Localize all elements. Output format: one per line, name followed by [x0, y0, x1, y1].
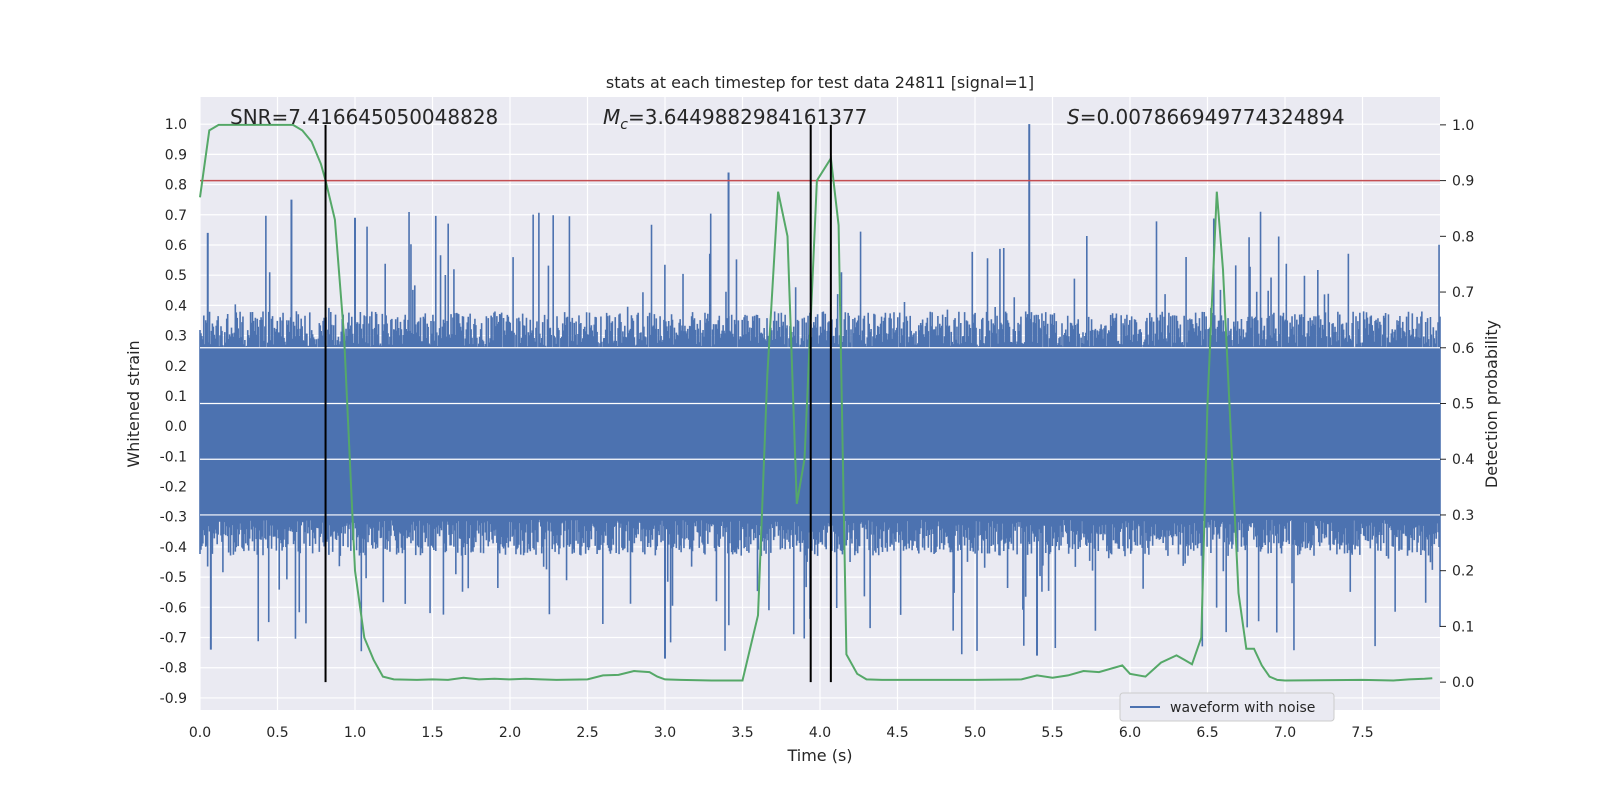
- mc-symbol: M: [603, 105, 620, 129]
- y-right-tick-label: 0.0: [1452, 675, 1474, 691]
- x-axis-label: Time (s): [786, 746, 852, 765]
- x-tick-label: 0.0: [189, 725, 211, 741]
- mc-value: =3.6449882984161377: [628, 105, 867, 129]
- y-tick-label: -0.6: [160, 600, 187, 616]
- chart-title: stats at each timestep for test data 248…: [606, 73, 1034, 92]
- x-tick-label: 1.0: [344, 725, 366, 741]
- y-tick-label: 0.8: [165, 178, 187, 194]
- x-tick-label: 6.5: [1196, 725, 1218, 741]
- legend-box: [1119, 692, 1335, 722]
- mc-subscript: c: [620, 117, 628, 133]
- probability-line: [199, 123, 1433, 682]
- y-right-tick-label: 0.8: [1452, 229, 1474, 245]
- x-tick-label: 7.5: [1351, 725, 1373, 741]
- y-tick-label: 0.1: [165, 389, 187, 405]
- x-tick-label: 2.5: [576, 725, 598, 741]
- x-tick-label: 3.0: [654, 725, 676, 741]
- x-tick-label: 1.5: [421, 725, 443, 741]
- y-tick-label: 0.2: [165, 359, 187, 375]
- y-tick-label: -0.3: [160, 510, 187, 526]
- x-tick-label: 6.0: [1119, 725, 1141, 741]
- y-tick-label: 0.6: [165, 238, 187, 254]
- s-annotation: S=0.007866949774324894: [1067, 105, 1345, 129]
- y-right-ticks: 1.0 0.9 0.8 0.7 0.6 0.5 0.4 0.3 0.2 0.1 0.0: [1440, 118, 1474, 691]
- s-symbol: S: [1067, 105, 1080, 129]
- y-tick-label: -0.7: [160, 631, 187, 647]
- y-right-tick-label: 1.0: [1452, 118, 1474, 134]
- y-tick-label: -0.4: [160, 540, 187, 556]
- y-right-tick-label: 0.5: [1452, 397, 1474, 413]
- x-tick-label: 4.0: [809, 725, 831, 741]
- y-tick-label: 0.7: [165, 208, 187, 224]
- probability-series: [199, 123, 1433, 682]
- y-right-tick-label: 0.1: [1452, 619, 1474, 635]
- x-ticks: 0.0 0.5 1.0 1.5 2.0 2.5 3.0 3.5 4.0 4.5 5.0 5.5 6.0 6…: [189, 725, 1374, 741]
- y-tick-label: 0.3: [165, 329, 187, 345]
- x-tick-label: 4.5: [886, 725, 908, 741]
- x-tick-label: 0.5: [266, 725, 288, 741]
- y-right-tick-label: 0.2: [1452, 564, 1474, 580]
- s-value: =0.007866949774324894: [1080, 105, 1345, 129]
- y-right-axis-label: Detection probability: [1482, 320, 1501, 488]
- y-right-tick-label: 0.6: [1452, 341, 1474, 357]
- legend-label: waveform with noise: [1170, 700, 1315, 716]
- y-tick-label: 0.9: [165, 147, 187, 163]
- y-tick-label: -0.5: [160, 570, 187, 586]
- y-tick-label: -0.1: [160, 449, 187, 465]
- y-tick-label: 1.0: [165, 117, 187, 133]
- x-tick-label: 7.0: [1274, 725, 1296, 741]
- y-right-tick-label: 0.4: [1452, 452, 1474, 468]
- legend: waveform with noise: [1119, 692, 1335, 722]
- x-tick-label: 5.5: [1041, 725, 1063, 741]
- y-tick-label: 0.5: [165, 268, 187, 284]
- x-tick-label: 5.0: [964, 725, 986, 741]
- vertical-lines: [324, 124, 832, 683]
- y-right-tick-label: 0.7: [1452, 285, 1474, 301]
- y-right-tick-label: 0.3: [1452, 508, 1474, 524]
- x-tick-label: 2.0: [499, 725, 521, 741]
- y-ticks: 1.0 0.9 0.8 0.7 0.6 0.5 0.4 0.3 0.2 0.1 0.0 -0.1 -0.…: [160, 117, 187, 707]
- y-tick-label: -0.2: [160, 480, 187, 496]
- y-tick-label: 0.4: [165, 298, 187, 314]
- y-axis-label: Whitened strain: [124, 340, 143, 467]
- y-right-tick-label: 0.9: [1452, 174, 1474, 190]
- y-tick-label: -0.8: [160, 661, 187, 677]
- mc-annotation: Mc=3.6449882984161377: [603, 105, 867, 133]
- waveform-band: [200, 347, 1440, 520]
- y-tick-label: -0.9: [160, 691, 187, 707]
- y-tick-label: 0.0: [165, 419, 187, 435]
- snr-annotation: SNR=7.416645050048828: [230, 105, 498, 129]
- x-tick-label: 3.5: [731, 725, 753, 741]
